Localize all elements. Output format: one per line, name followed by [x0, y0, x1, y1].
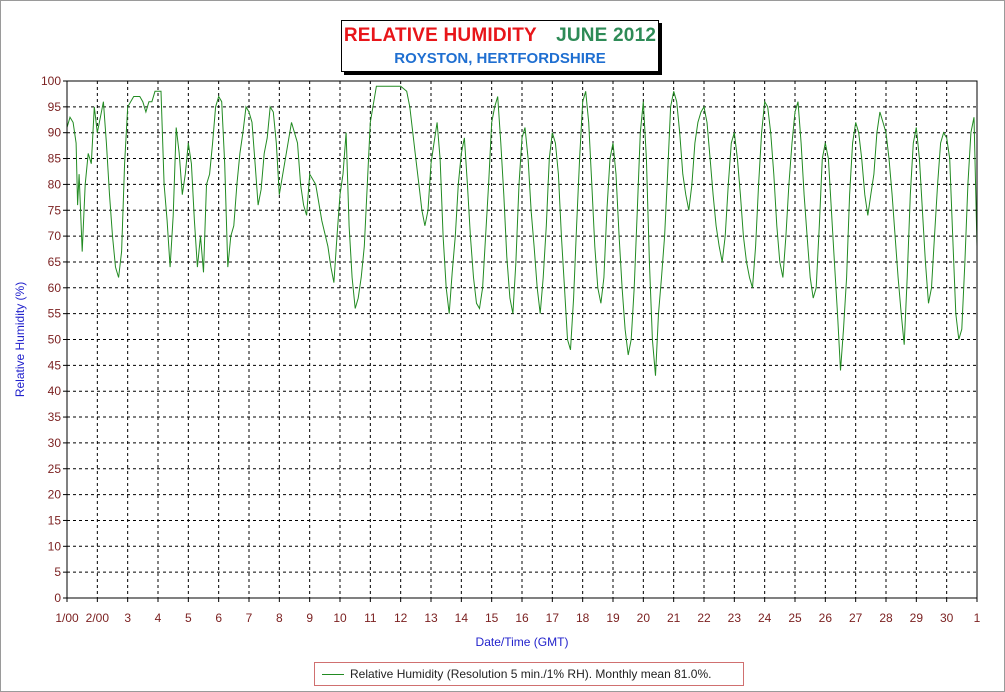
- x-tick-label: 4: [155, 611, 162, 625]
- x-tick-label: 21: [667, 611, 681, 625]
- x-tick-label: 3: [124, 611, 131, 625]
- y-tick-label: 30: [48, 436, 62, 450]
- x-tick-label: 1: [974, 611, 981, 625]
- grid: [67, 81, 977, 598]
- legend-label: Relative Humidity (Resolution 5 min./1% …: [350, 667, 712, 681]
- y-axis-label: Relative Humidity (%): [13, 282, 27, 397]
- x-tick-label: 9: [306, 611, 313, 625]
- y-tick-label: 35: [48, 410, 62, 424]
- plot-border: [66, 80, 978, 599]
- y-tick-label: 70: [48, 229, 62, 243]
- x-tick-label: 19: [606, 611, 620, 625]
- x-tick-label: 14: [455, 611, 469, 625]
- y-tick-label: 65: [48, 255, 62, 269]
- y-tick-label: 20: [48, 488, 62, 502]
- y-tick-label: 25: [48, 462, 62, 476]
- x-tick-label: 6: [215, 611, 222, 625]
- x-tick-label: 15: [485, 611, 499, 625]
- x-tick-label: 20: [637, 611, 651, 625]
- y-tick-label: 60: [48, 281, 62, 295]
- x-tick-label: 23: [728, 611, 742, 625]
- x-tick-label: 13: [424, 611, 438, 625]
- y-axis-ticks: 0 5 10 15 20 25 30 35 40 45 50 55 60 65 70 75 80 85 90 95 10…: [41, 74, 67, 605]
- y-tick-label: 75: [48, 203, 62, 217]
- chart-title-box: RELATIVE HUMIDITY JUNE 2012 ROYSTON, HER…: [341, 20, 659, 72]
- x-tick-label: 25: [788, 611, 802, 625]
- x-tick-label: 5: [185, 611, 192, 625]
- x-tick-label: 16: [515, 611, 529, 625]
- legend-swatch: [322, 673, 344, 675]
- x-tick-label: 10: [333, 611, 347, 625]
- x-axis-ticks: 1/00 2/00 3 4 5 6 7 8 9 10 11 12 13 14 15 16 17 18 19 20 21 2…: [55, 598, 981, 625]
- x-tick-label: 18: [576, 611, 590, 625]
- x-tick-label: 1/00: [55, 611, 79, 625]
- y-tick-label: 40: [48, 384, 62, 398]
- x-tick-label: 17: [546, 611, 560, 625]
- chart-location: ROYSTON, HERTFORDSHIRE: [394, 50, 606, 67]
- chart-title: RELATIVE HUMIDITY: [343, 25, 537, 46]
- x-tick-label: 12: [394, 611, 408, 625]
- y-tick-label: 90: [48, 126, 62, 140]
- y-tick-label: 5: [54, 565, 61, 579]
- y-tick-label: 80: [48, 177, 62, 191]
- x-tick-label: 2/00: [86, 611, 110, 625]
- chart-month: JUNE 2012: [556, 25, 657, 46]
- x-tick-label: 8: [276, 611, 283, 625]
- x-tick-label: 7: [246, 611, 253, 625]
- x-tick-label: 27: [849, 611, 863, 625]
- x-tick-label: 28: [879, 611, 893, 625]
- y-tick-label: 15: [48, 513, 62, 527]
- x-tick-label: 22: [697, 611, 711, 625]
- x-tick-label: 26: [819, 611, 833, 625]
- x-tick-label: 29: [910, 611, 924, 625]
- x-axis-label: Date/Time (GMT): [476, 635, 569, 649]
- x-tick-label: 11: [364, 611, 377, 625]
- y-tick-label: 55: [48, 307, 62, 321]
- x-tick-label: 24: [758, 611, 772, 625]
- y-tick-label: 50: [48, 333, 62, 347]
- x-tick-label: 30: [940, 611, 954, 625]
- y-tick-label: 10: [48, 539, 62, 553]
- y-tick-label: 100: [41, 74, 61, 88]
- y-tick-label: 45: [48, 358, 62, 372]
- legend: Relative Humidity (Resolution 5 min./1% …: [314, 662, 744, 686]
- y-tick-label: 85: [48, 152, 62, 166]
- y-tick-label: 0: [54, 591, 61, 605]
- series-line-relative-humidity: [66, 85, 978, 376]
- y-tick-label: 95: [48, 100, 62, 114]
